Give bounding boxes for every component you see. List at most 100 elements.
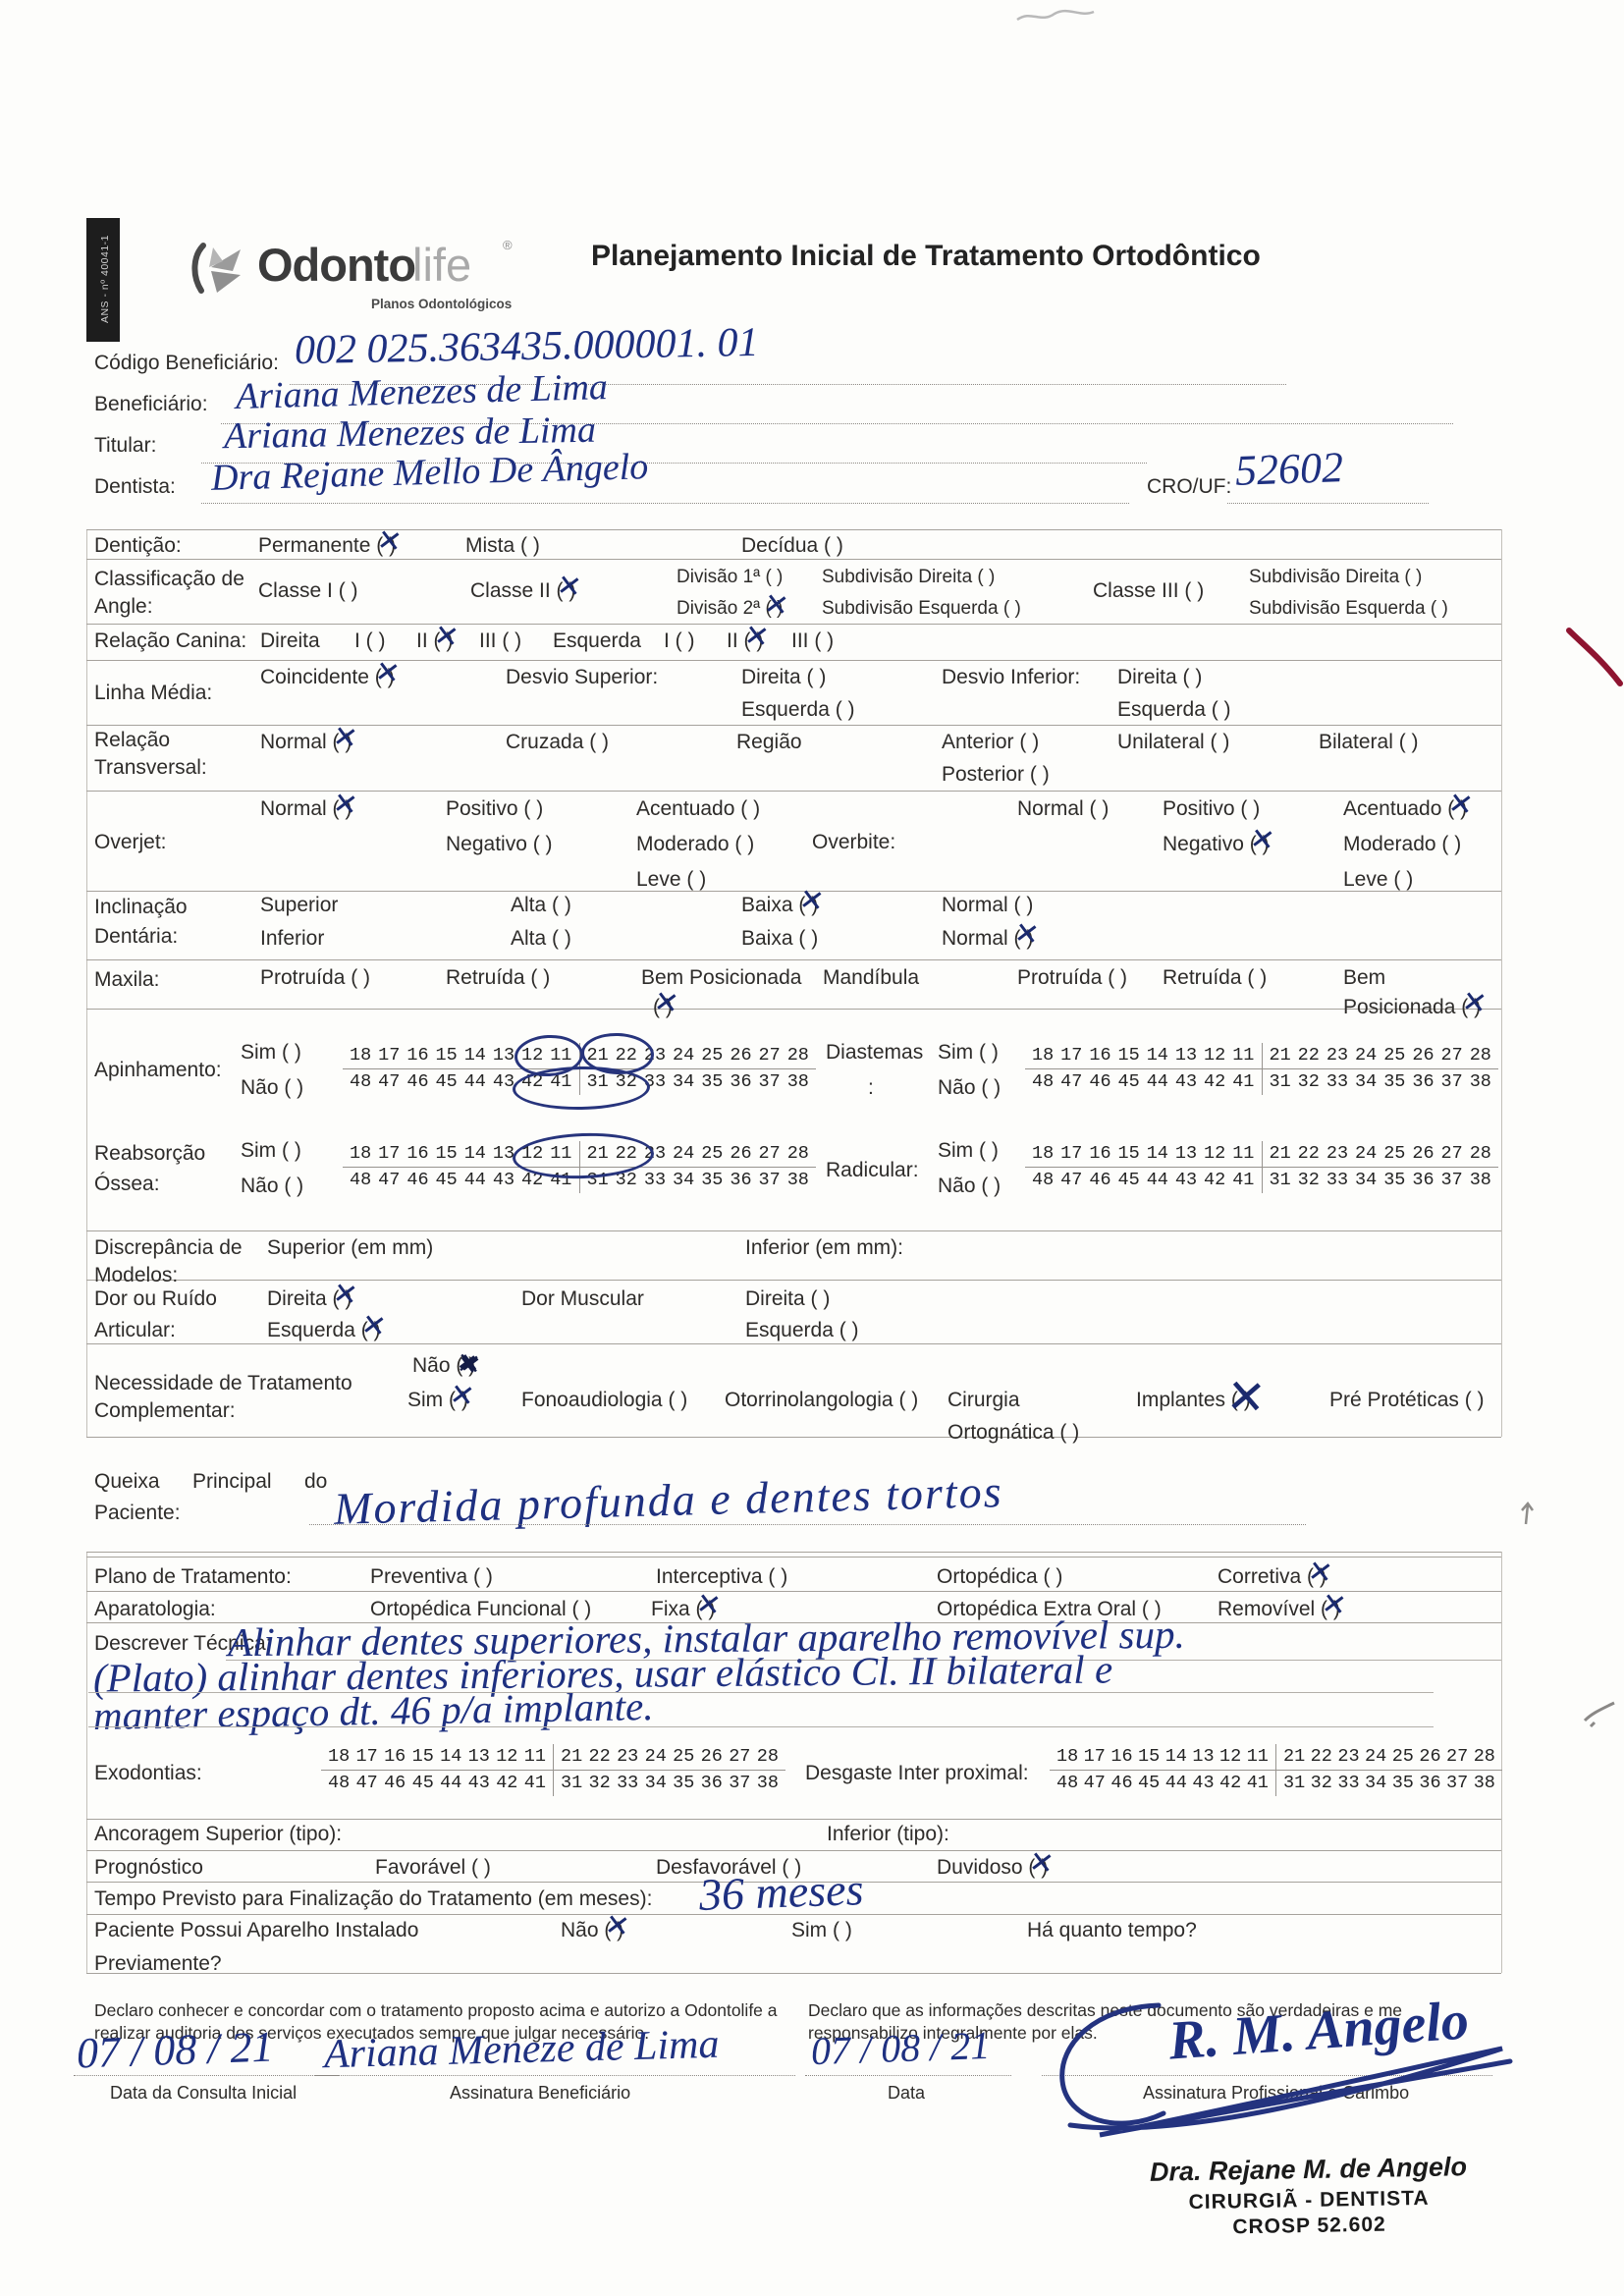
option-necessidade-sim[interactable]: Sim ( ) bbox=[407, 1389, 470, 1412]
tooth-number[interactable]: 44 bbox=[1146, 1170, 1168, 1190]
tooth-number[interactable]: 11 bbox=[550, 1045, 572, 1066]
tooth-number[interactable]: 44 bbox=[1164, 1773, 1187, 1793]
tooth-number[interactable]: 16 bbox=[1110, 1746, 1133, 1767]
tooth-number[interactable]: 14 bbox=[463, 1143, 486, 1164]
tooth-number[interactable]: 31 bbox=[1269, 1071, 1291, 1092]
option-incl-inf-normal[interactable]: Normal ( ) bbox=[942, 927, 1035, 951]
tooth-number[interactable]: 43 bbox=[1174, 1071, 1198, 1092]
tooth-number[interactable]: 37 bbox=[1446, 1773, 1469, 1793]
option-divisao-1[interactable]: Divisão 1ª ( ) bbox=[677, 567, 784, 587]
tooth-number[interactable]: 11 bbox=[550, 1143, 572, 1164]
option-overjet-moderado[interactable]: Moderado ( ) bbox=[636, 833, 755, 855]
tooth-number[interactable]: 26 bbox=[730, 1045, 752, 1066]
option-subdivisao-esquerda-1[interactable]: Subdivisão Esquerda ( ) bbox=[822, 598, 1021, 619]
tooth-number[interactable]: 47 bbox=[1060, 1071, 1083, 1092]
tooth-number[interactable]: 15 bbox=[1117, 1143, 1140, 1164]
tooth-number[interactable]: 13 bbox=[492, 1143, 515, 1164]
tecnica-field-line-3[interactable] bbox=[88, 1726, 1434, 1727]
tooth-number[interactable]: 25 bbox=[701, 1143, 724, 1164]
option-subdivisao-direita-1[interactable]: Subdivisão Direita ( ) bbox=[822, 567, 996, 587]
option-overjet-negativo[interactable]: Negativo ( ) bbox=[446, 833, 553, 855]
tooth-number[interactable]: 48 bbox=[1032, 1071, 1055, 1092]
option-overbite-acentuado[interactable]: Acentuado ( ) bbox=[1343, 797, 1469, 821]
tooth-number[interactable]: 18 bbox=[1056, 1746, 1079, 1767]
tooth-number[interactable]: 22 bbox=[615, 1045, 637, 1066]
option-pre-proteticas[interactable]: Pré Protéticas ( ) bbox=[1329, 1389, 1485, 1411]
option-dor-articular-direita[interactable]: Direita ( ) bbox=[267, 1287, 353, 1311]
option-reabsorcao-nao[interactable]: Não ( ) bbox=[241, 1175, 304, 1197]
option-aparelho-sim[interactable]: Sim ( ) bbox=[791, 1919, 852, 1941]
tooth-number[interactable]: 38 bbox=[1469, 1170, 1491, 1190]
option-ortopedica-funcional[interactable]: Ortopédica Funcional ( ) bbox=[370, 1598, 592, 1620]
option-incl-sup-normal[interactable]: Normal ( ) bbox=[942, 894, 1034, 916]
option-transv-normal[interactable]: Normal ( ) bbox=[260, 731, 353, 754]
tooth-number[interactable]: 43 bbox=[1192, 1773, 1215, 1793]
option-duvidoso[interactable]: Duvidoso ( ) bbox=[937, 1856, 1050, 1880]
option-divisao-2[interactable]: Divisão 2ª ( ) bbox=[677, 598, 785, 620]
tooth-number[interactable]: 17 bbox=[378, 1045, 401, 1066]
tooth-number[interactable]: 16 bbox=[406, 1143, 429, 1164]
tooth-number[interactable]: 38 bbox=[786, 1170, 809, 1190]
tooth-number[interactable]: 41 bbox=[1246, 1773, 1269, 1793]
tooth-number[interactable]: 36 bbox=[1419, 1773, 1441, 1793]
tooth-number[interactable]: 22 bbox=[1310, 1746, 1332, 1767]
option-maxila-retruida[interactable]: Retruída ( ) bbox=[446, 966, 551, 989]
tooth-number[interactable]: 48 bbox=[1056, 1773, 1079, 1793]
tooth-number[interactable]: 17 bbox=[1060, 1045, 1083, 1066]
option-overbite-leve[interactable]: Leve ( ) bbox=[1343, 868, 1414, 891]
tooth-number[interactable]: 15 bbox=[411, 1746, 434, 1767]
option-overjet-positivo[interactable]: Positivo ( ) bbox=[446, 797, 544, 820]
tooth-number[interactable]: 32 bbox=[1297, 1071, 1320, 1092]
option-mandibula-bem-posicionada[interactable]: Posicionada ( ) bbox=[1343, 996, 1483, 1019]
tooth-number[interactable]: 14 bbox=[1164, 1746, 1187, 1767]
option-corretiva[interactable]: Corretiva ( ) bbox=[1218, 1565, 1328, 1589]
tooth-number[interactable]: 32 bbox=[1310, 1773, 1332, 1793]
tooth-number[interactable]: 47 bbox=[1083, 1773, 1106, 1793]
tooth-number[interactable]: 24 bbox=[673, 1143, 695, 1164]
tooth-number[interactable]: 25 bbox=[701, 1045, 724, 1066]
tooth-number[interactable]: 43 bbox=[492, 1170, 515, 1190]
tooth-number[interactable]: 38 bbox=[1469, 1071, 1491, 1092]
tooth-number[interactable]: 35 bbox=[701, 1071, 724, 1092]
option-fixa[interactable]: Fixa ( ) bbox=[651, 1598, 717, 1621]
tooth-number[interactable]: 25 bbox=[1383, 1143, 1406, 1164]
tooth-number[interactable]: 27 bbox=[1440, 1143, 1463, 1164]
tooth-number[interactable]: 48 bbox=[350, 1071, 372, 1092]
tooth-number[interactable]: 27 bbox=[729, 1746, 751, 1767]
tooth-number[interactable]: 12 bbox=[1219, 1746, 1242, 1767]
tooth-number[interactable]: 21 bbox=[1269, 1045, 1291, 1066]
tooth-number[interactable]: 46 bbox=[1089, 1170, 1111, 1190]
tooth-number[interactable]: 32 bbox=[1297, 1170, 1320, 1190]
option-apinhamento-sim[interactable]: Sim ( ) bbox=[241, 1041, 301, 1064]
option-incl-sup-alta[interactable]: Alta ( ) bbox=[511, 894, 571, 916]
tooth-number[interactable]: 37 bbox=[758, 1071, 781, 1092]
tooth-number[interactable]: 18 bbox=[1032, 1143, 1055, 1164]
tecnica-field-line-2[interactable] bbox=[88, 1692, 1434, 1693]
option-decidua[interactable]: Decídua ( ) bbox=[741, 534, 843, 557]
tooth-number[interactable]: 24 bbox=[1365, 1746, 1387, 1767]
tooth-number[interactable]: 22 bbox=[615, 1143, 637, 1164]
tooth-number[interactable]: 13 bbox=[1174, 1143, 1198, 1164]
tooth-number[interactable]: 31 bbox=[1269, 1170, 1291, 1190]
option-incl-inf-baixa[interactable]: Baixa ( ) bbox=[741, 927, 819, 950]
option-transv-posterior[interactable]: Posterior ( ) bbox=[942, 763, 1050, 786]
tooth-number[interactable]: 37 bbox=[758, 1170, 781, 1190]
option-canina-direita-2[interactable]: II ( ) bbox=[416, 629, 455, 653]
tooth-number[interactable]: 28 bbox=[756, 1746, 779, 1767]
tooth-number[interactable]: 42 bbox=[496, 1773, 518, 1793]
option-desvio-sup-esquerda[interactable]: Esquerda ( ) bbox=[741, 698, 855, 721]
tooth-number[interactable]: 22 bbox=[1297, 1045, 1320, 1066]
tooth-number[interactable]: 18 bbox=[328, 1746, 351, 1767]
option-dor-articular-esquerda[interactable]: Esquerda ( ) bbox=[267, 1319, 383, 1342]
tooth-number[interactable]: 33 bbox=[1337, 1773, 1360, 1793]
tooth-number[interactable]: 48 bbox=[350, 1170, 372, 1190]
tooth-number[interactable]: 27 bbox=[1440, 1045, 1463, 1066]
tooth-number[interactable]: 43 bbox=[1174, 1170, 1198, 1190]
tooth-number[interactable]: 37 bbox=[1440, 1071, 1463, 1092]
tooth-number[interactable]: 24 bbox=[1355, 1045, 1378, 1066]
tooth-number[interactable]: 36 bbox=[1412, 1170, 1435, 1190]
option-canina-esquerda-1[interactable]: I ( ) bbox=[664, 629, 695, 652]
tooth-number[interactable]: 37 bbox=[729, 1773, 751, 1793]
tooth-number[interactable]: 25 bbox=[1391, 1746, 1414, 1767]
tooth-number[interactable]: 44 bbox=[1146, 1071, 1168, 1092]
